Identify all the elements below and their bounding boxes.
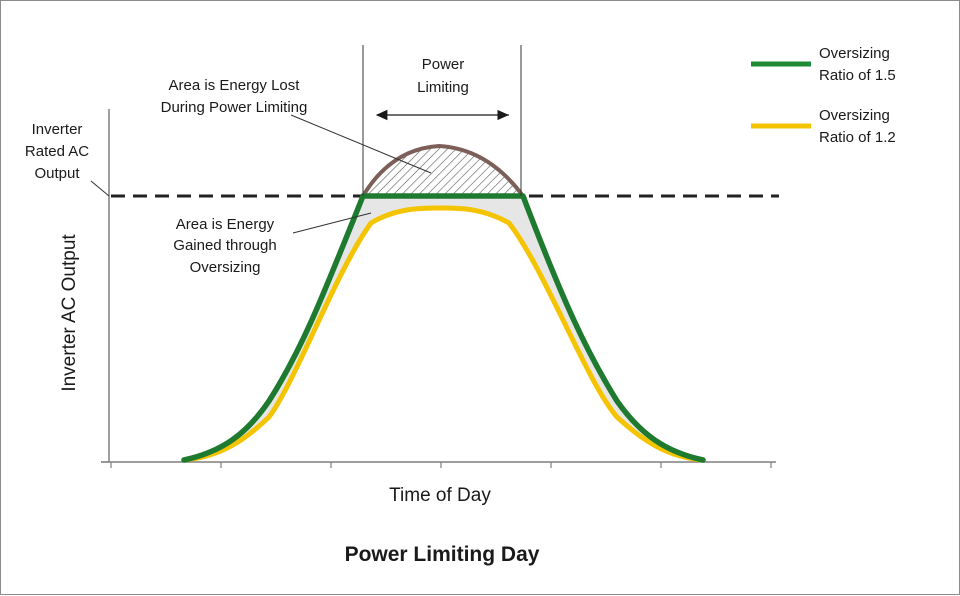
- legend-label-ratio-1-5-line1: Oversizing: [819, 45, 890, 62]
- energy-lost-label-line1: Area is Energy Lost: [169, 77, 301, 94]
- power-limiting-label-line1: Power: [422, 56, 465, 73]
- rated-output-label-line1: Inverter: [32, 121, 83, 138]
- legend-label-ratio-1-2-line1: Oversizing: [819, 107, 890, 124]
- diagram-title: Power Limiting Day: [345, 543, 540, 566]
- x-axis-title: Time of Day: [389, 485, 491, 506]
- energy-lost-label-line2: During Power Limiting: [161, 99, 308, 116]
- energy-lost-area: [359, 143, 527, 198]
- power-limiting-label-line2: Limiting: [417, 79, 469, 96]
- lost-leader-line: [290, 114, 432, 174]
- rated-output-label-line3: Output: [34, 165, 80, 182]
- y-axis-title: Inverter AC Output: [59, 234, 80, 392]
- legend-label-ratio-1-5-line2: Ratio of 1.5: [819, 67, 896, 84]
- curve-ratio-1-5: [181, 193, 706, 463]
- legend-label-ratio-1-2-line2: Ratio of 1.2: [819, 129, 896, 146]
- rated-output-label-line2: Rated AC: [25, 143, 89, 160]
- energy-gained-label-line1: Area is Energy: [176, 216, 275, 233]
- gained-leader-line: [292, 212, 372, 234]
- curve-ratio-1-2: [181, 205, 706, 463]
- energy-gained-label-line2: Gained through: [173, 237, 276, 254]
- energy-gained-label-line3: Oversizing: [190, 259, 261, 276]
- legend: Oversizing Ratio of 1.5 Oversizing Ratio…: [751, 45, 896, 146]
- rated-leader-line: [90, 180, 110, 197]
